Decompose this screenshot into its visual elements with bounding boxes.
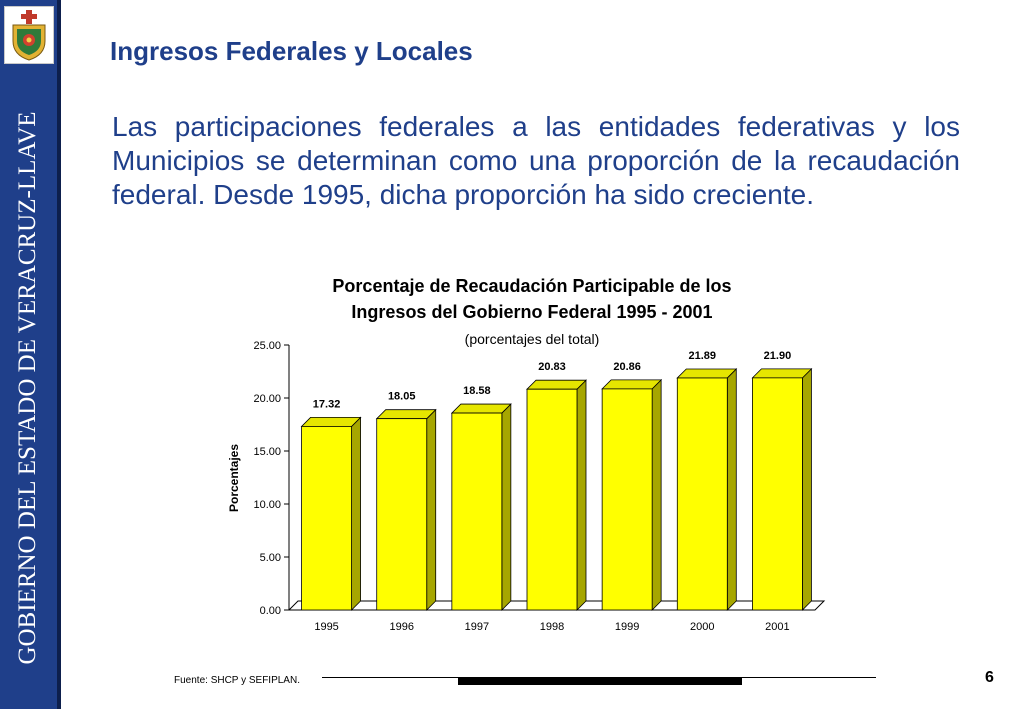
x-tick-label: 1997 [465, 621, 489, 633]
bar-top [751, 368, 813, 379]
body-paragraph: Las participaciones federales a las enti… [112, 111, 960, 210]
plot-area: 0.00 5.00 10.00 15.00 20.00 25.00 17.32 1995 18.… [253, 340, 826, 633]
bar [676, 377, 728, 611]
bar-top [526, 379, 587, 390]
x-tick-label: 1998 [540, 621, 564, 633]
bar-side [726, 368, 737, 611]
bar-top [601, 379, 663, 390]
data-label: 17.32 [313, 398, 341, 410]
bar [376, 418, 428, 611]
bar [752, 377, 803, 611]
chart-title-line1: Porcentaje de Recaudación Participable d… [332, 276, 731, 296]
data-label: 21.89 [689, 350, 717, 362]
data-label: 20.83 [538, 361, 566, 373]
source-note: Fuente: SHCP y SEFIPLAN. [174, 675, 300, 686]
sidebar-vertical-text: GOBIERNO DEL ESTADO DE VERACRUZ-LLAVE [14, 111, 41, 665]
x-tick-label: 1996 [389, 621, 413, 633]
logo [4, 6, 54, 64]
coat-of-arms-icon [12, 10, 46, 61]
bar-side [426, 408, 437, 611]
footer-bar [458, 678, 742, 685]
x-tick-label: 1999 [615, 621, 639, 633]
data-label: 18.58 [463, 385, 491, 397]
bar-side [802, 367, 812, 611]
data-label: 18.05 [388, 391, 416, 403]
y-tick-label: 0.00 [260, 605, 281, 617]
page-title: Ingresos Federales y Locales [110, 36, 473, 66]
bar-side [651, 378, 662, 611]
y-tick-label: 10.00 [253, 499, 281, 511]
bar-side [501, 403, 512, 611]
bar-top [300, 417, 362, 427]
y-tick-label: 20.00 [253, 393, 281, 405]
bar-top [375, 409, 437, 420]
data-label: 20.86 [613, 361, 641, 373]
chart-title-line2: Ingresos del Gobierno Federal 1995 - 200… [351, 302, 712, 322]
bar-chart: Porcentaje de Recaudación Participable d… [227, 276, 826, 633]
bar-top [676, 368, 738, 379]
bar-top [450, 403, 512, 414]
footer-divider [322, 677, 876, 678]
sidebar-edge [57, 0, 61, 709]
bar-side [576, 379, 587, 611]
page-number: 6 [985, 669, 994, 686]
chart-subtitle: (porcentajes del total) [465, 331, 600, 347]
y-tick-label: 15.00 [253, 446, 281, 458]
bar [526, 388, 578, 611]
x-tick-label: 1995 [314, 621, 338, 633]
y-tick-label: 25.00 [253, 340, 281, 352]
bar [601, 388, 653, 611]
sidebar: GOBIERNO DEL ESTADO DE VERACRUZ-LLAVE [0, 0, 57, 709]
x-tick-label: 2000 [690, 621, 714, 633]
bar [301, 426, 352, 611]
y-tick-label: 5.00 [260, 552, 281, 564]
x-tick-label: 2001 [765, 621, 789, 633]
y-axis-label: Porcentajes [227, 444, 241, 512]
bar [451, 412, 503, 611]
bar-side [351, 416, 361, 611]
data-label: 21.90 [764, 350, 792, 362]
